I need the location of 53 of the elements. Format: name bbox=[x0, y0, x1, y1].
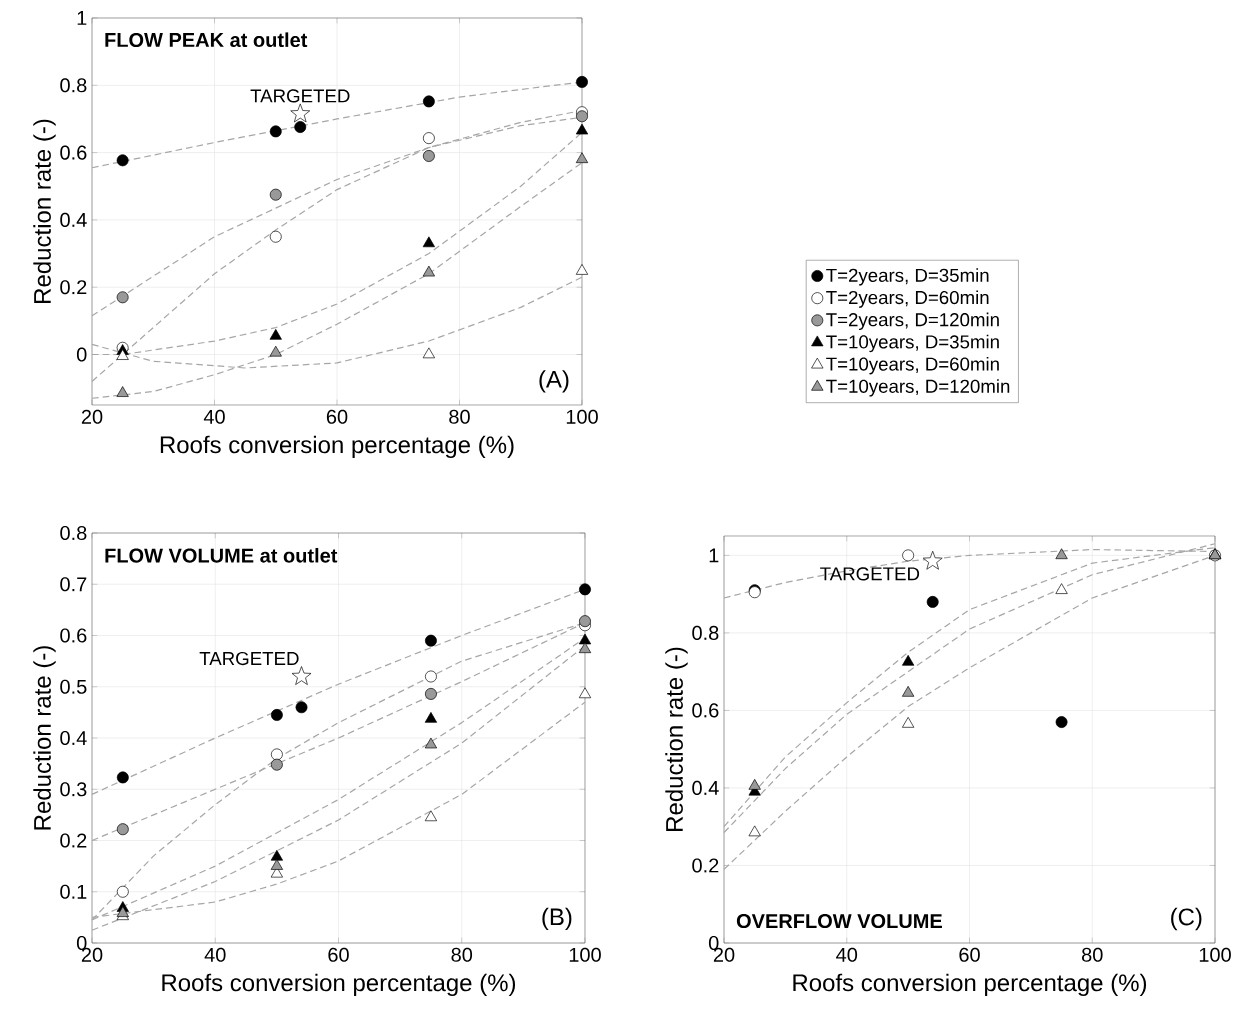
x-tick-label: 40 bbox=[203, 409, 225, 424]
x-tick-label: 100 bbox=[1199, 947, 1231, 962]
y-tick-label: 0.3 bbox=[60, 782, 87, 797]
legend-label: T=2years, D=35min bbox=[826, 268, 989, 286]
x-tick-label: 40 bbox=[204, 947, 226, 962]
x-tick-label: 40 bbox=[836, 947, 858, 962]
y-tick-label: 1 bbox=[709, 548, 719, 563]
x-tick-label: 60 bbox=[328, 947, 349, 962]
y-tick-label: 0.8 bbox=[60, 525, 87, 541]
x-axis-title: Roofs conversion percentage (%) bbox=[162, 973, 516, 997]
y-tick-label: 0.6 bbox=[692, 703, 719, 718]
y-tick-label: 0.5 bbox=[60, 679, 87, 694]
y-tick-label: 0.8 bbox=[692, 625, 719, 640]
y-tick-label: 0.8 bbox=[60, 78, 87, 93]
legend-label: T=10years, D=120min bbox=[826, 379, 1010, 397]
y-tick-label: 0.4 bbox=[692, 780, 719, 796]
x-axis-title: Roofs conversion percentage (%) bbox=[793, 973, 1147, 997]
y-tick-label: 0.4 bbox=[60, 212, 87, 227]
y-tick-label: 0 bbox=[76, 347, 87, 362]
text: OVERFLOW VOLUME bbox=[736, 913, 942, 929]
y-tick-label: 0.4 bbox=[60, 730, 87, 746]
x-axis-title: Roofs conversion percentage (%) bbox=[160, 435, 514, 459]
y-tick-label: 0.6 bbox=[60, 145, 87, 160]
x-tick-label: 20 bbox=[81, 409, 103, 424]
y-axis-title: Reduction rate (-) bbox=[665, 647, 688, 831]
x-tick-label: 60 bbox=[326, 409, 348, 424]
text: FLOW VOLUME at outlet bbox=[105, 547, 338, 563]
y-tick-label: 0.2 bbox=[60, 833, 87, 848]
annotation: (A) bbox=[539, 370, 569, 393]
legend-label: T=10years, D=35min bbox=[826, 334, 999, 353]
y-tick-label: 0.2 bbox=[692, 858, 719, 873]
annotation: TARGETED bbox=[199, 651, 299, 666]
y-axis-title: Reduction rate (-) bbox=[33, 646, 56, 830]
x-tick-label: 80 bbox=[451, 947, 473, 962]
text: FLOW PEAK at outlet bbox=[105, 32, 308, 48]
annotation: TARGETED bbox=[250, 89, 350, 103]
y-axis-title: Reduction rate (-) bbox=[33, 119, 56, 303]
y-tick-label: 0.2 bbox=[60, 280, 87, 295]
x-tick-label: 100 bbox=[566, 409, 598, 424]
y-tick-label: 0.1 bbox=[60, 884, 87, 899]
y-tick-label: 0.7 bbox=[60, 577, 87, 592]
y-tick-label: 0.6 bbox=[60, 628, 87, 643]
x-tick-label: 60 bbox=[959, 947, 980, 962]
legend-label: T=2years, D=60min bbox=[826, 290, 989, 308]
x-tick-label: 80 bbox=[449, 409, 470, 424]
y-tick-label: 1 bbox=[77, 11, 87, 25]
x-tick-label: 80 bbox=[1082, 947, 1103, 962]
legend-label: T=2years, D=120min bbox=[826, 312, 999, 330]
annotation: (B) bbox=[542, 907, 572, 931]
annotation: TARGETED bbox=[820, 567, 920, 581]
annotation: (C) bbox=[1171, 907, 1202, 931]
x-tick-label: 100 bbox=[569, 947, 601, 962]
legend-label: T=10years, D=60min bbox=[826, 356, 999, 375]
